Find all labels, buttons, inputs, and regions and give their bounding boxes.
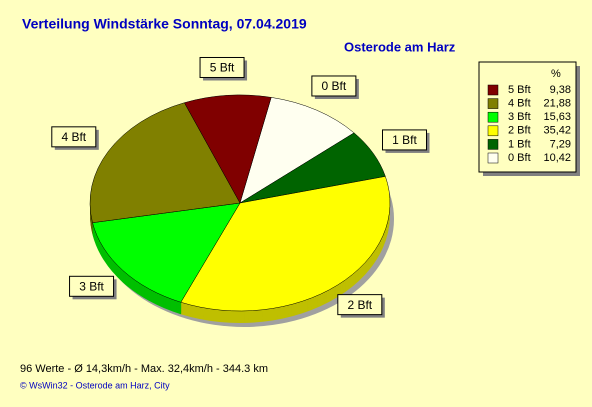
slice [89,102,241,223]
slice-label: 4 Bft [61,130,86,144]
legend-value: 15,63 [543,111,571,123]
legend-label: 0 Bft [508,152,531,164]
legend-label: 2 Bft [508,125,531,137]
legend-value: 21,88 [543,98,571,110]
legend-swatch [487,125,499,137]
legend-label: 3 Bft [508,111,531,123]
legend-value: 10,42 [543,152,571,164]
slice-label-box [382,129,428,151]
legend-swatch [487,84,499,96]
slice [184,94,272,204]
legend-label: 4 Bft [508,98,531,110]
legend-value: 35,42 [543,125,571,137]
slice-label-box [51,126,97,148]
chart-subtitle: Osterode am Harz [344,39,456,54]
slice-label: 1 Bft [392,133,417,147]
legend-swatch [487,98,499,109]
footer: 96 Werte - Ø 14,3km/h - Max. 32,4km/h - … [20,363,268,375]
slice [239,97,355,204]
credit: © WsWin32 - Osterode am Harz, City [20,380,170,390]
legend-label: 5 Bft [508,84,531,96]
legend-value: 9,38 [550,84,571,96]
slice [92,202,241,303]
chart-title: Verteilung Windstärke Sonntag, 07.04.201… [22,16,307,32]
slice-label-box [337,294,383,316]
slice-label-box [199,56,245,78]
legend-swatch [487,139,499,150]
slice-label: 0 Bft [322,79,347,93]
slice-label: 5 Bft [210,61,235,75]
slice-label: 3 Bft [79,279,104,293]
slice [180,176,391,312]
legend-swatch [487,152,499,164]
slice-label-box [311,75,357,97]
slice-label: 2 Bft [347,298,372,312]
legend-header: % [551,68,561,80]
slice-label-box [69,275,115,297]
legend-swatch [487,111,499,123]
legend-label: 1 Bft [508,138,531,150]
legend-value: 7,29 [550,138,571,150]
